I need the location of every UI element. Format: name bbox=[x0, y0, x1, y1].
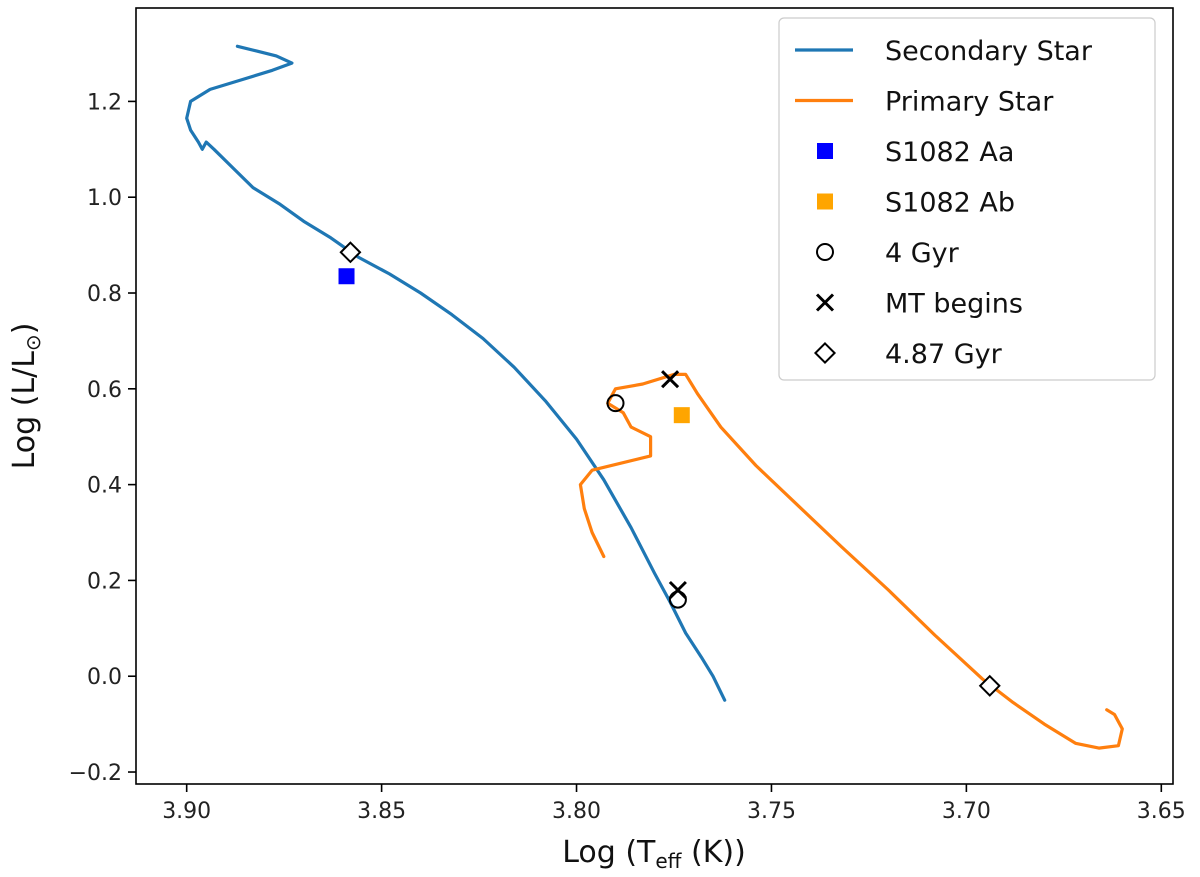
y-tick-label: 0.0 bbox=[87, 665, 122, 690]
y-tick-label: 1.0 bbox=[87, 186, 122, 211]
legend-mt-begins-swatch bbox=[815, 293, 835, 312]
4-87-gyr-marker bbox=[339, 241, 362, 264]
x-tick-label: 3.90 bbox=[162, 799, 211, 824]
axes-frame bbox=[135, 7, 1174, 785]
y-tick-label: 0.6 bbox=[87, 378, 122, 403]
plot-area bbox=[185, 44, 1124, 750]
x-tick-label: 3.85 bbox=[357, 799, 406, 824]
legend-s1082-ab-label: S1082 Ab bbox=[885, 188, 1015, 219]
legend-secondary-star-label: Secondary Star bbox=[885, 36, 1093, 67]
y-axis: −0.2 0.0 0.2 0.4 0.6 0.8 1.0 1.2 bbox=[69, 90, 136, 786]
4-gyr-marker bbox=[606, 394, 625, 413]
legend-4-gyr-label: 4 Gyr bbox=[885, 238, 960, 269]
x-tick-label: 3.80 bbox=[552, 799, 601, 824]
y-tick-label: 0.2 bbox=[87, 569, 122, 594]
mt-begins-marker bbox=[668, 580, 687, 600]
y-axis-label: Log (L/L⊙) bbox=[7, 323, 45, 470]
legend-4-gyr-swatch bbox=[816, 243, 834, 261]
legend-s1082-aa-swatch bbox=[817, 143, 833, 159]
y-tick-label: −0.2 bbox=[69, 761, 122, 786]
legend-4-87-gyr-label: 4.87 Gyr bbox=[885, 339, 1003, 370]
y-tick-label: 0.4 bbox=[87, 474, 122, 499]
legend: Secondary Star Primary Star S1082 Aa S1082 … bbox=[778, 17, 1156, 381]
primary-star-track bbox=[578, 372, 1124, 750]
y-tick-label: 0.8 bbox=[87, 282, 122, 307]
legend-4-87-gyr-swatch bbox=[813, 341, 837, 365]
legend-primary-star-label: Primary Star bbox=[885, 87, 1054, 118]
legend-box bbox=[778, 17, 1156, 381]
x-tick-label: 3.75 bbox=[747, 799, 796, 824]
x-tick-label: 3.70 bbox=[942, 799, 991, 824]
x-axis: 3.90 3.85 3.80 3.75 3.70 3.65 bbox=[162, 784, 1186, 824]
y-tick-label: 1.2 bbox=[87, 90, 122, 115]
legend-s1082-aa-label: S1082 Aa bbox=[885, 137, 1014, 168]
s1082-aa-marker bbox=[338, 268, 355, 285]
secondary-star-track bbox=[185, 44, 727, 702]
s1082-ab-marker bbox=[673, 407, 690, 424]
mt-begins-marker bbox=[661, 370, 680, 389]
x-tick-label: 3.65 bbox=[1137, 799, 1186, 824]
legend-mt-begins-label: MT begins bbox=[885, 289, 1023, 320]
4-87-gyr-marker bbox=[978, 674, 1001, 697]
x-axis-label: Log (Teff (K)) bbox=[562, 835, 746, 873]
legend-s1082-ab-swatch bbox=[817, 193, 833, 210]
